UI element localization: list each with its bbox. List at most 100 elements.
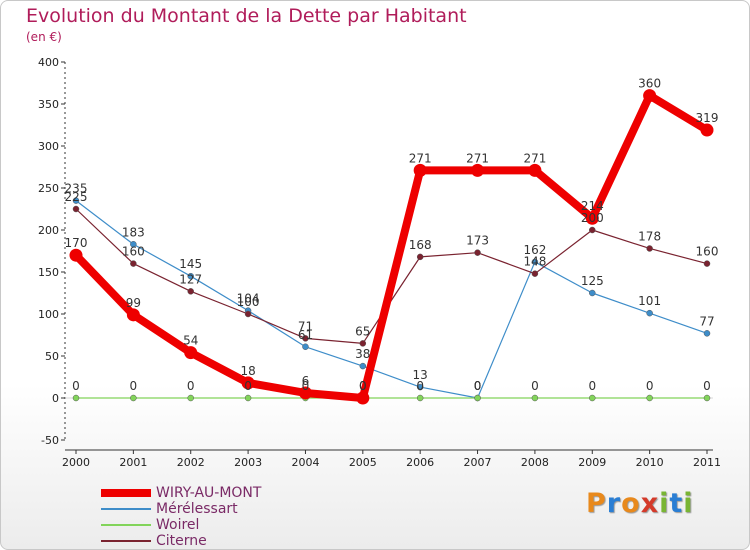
data-label: 0 — [416, 379, 424, 393]
data-label: 319 — [696, 111, 719, 125]
data-label: 100 — [237, 295, 260, 309]
data-label: 18 — [240, 364, 255, 378]
legend-swatch — [101, 508, 151, 510]
legend-label: Citerne — [156, 533, 207, 549]
data-label: 162 — [523, 243, 546, 257]
data-label: 235 — [65, 182, 88, 196]
legend-label: Mérélessart — [156, 501, 238, 517]
data-point — [126, 308, 140, 322]
data-label: 61 — [298, 328, 313, 342]
legend-swatch — [101, 489, 151, 497]
x-tick-label: 2002 — [177, 456, 205, 469]
data-point — [531, 270, 539, 277]
data-label: 200 — [581, 211, 604, 225]
data-point — [589, 226, 596, 234]
y-tick-label: 0 — [52, 392, 59, 405]
x-tick-label: 2011 — [693, 456, 721, 469]
data-label: 271 — [409, 151, 432, 165]
data-label: 160 — [122, 245, 145, 259]
data-label: 160 — [696, 245, 719, 259]
data-point — [471, 163, 485, 177]
data-label: 13 — [413, 368, 428, 382]
data-label: 0 — [302, 379, 310, 393]
data-label: 168 — [409, 238, 432, 252]
x-tick-label: 2006 — [406, 456, 434, 469]
data-label: 148 — [523, 255, 546, 269]
data-label: 125 — [581, 274, 604, 288]
data-label: 104 — [237, 292, 260, 306]
data-point — [474, 394, 481, 402]
data-point — [356, 391, 370, 405]
data-label: 71 — [298, 319, 313, 333]
data-point — [413, 163, 427, 177]
x-tick-label: 2008 — [521, 456, 549, 469]
series-line — [72, 91, 711, 402]
data-point — [531, 394, 539, 402]
data-point — [359, 340, 367, 347]
data-point — [184, 346, 198, 360]
data-point — [416, 383, 424, 391]
data-point — [302, 343, 309, 351]
data-point — [130, 241, 137, 248]
data-label: 0 — [531, 379, 539, 393]
logo-letter: i — [659, 488, 670, 519]
series-line — [75, 200, 708, 399]
logo-letter: i — [683, 488, 694, 519]
data-label: 0 — [588, 379, 596, 393]
data-label: 0 — [130, 379, 138, 393]
proxiti-logo: Proxiti — [586, 488, 694, 519]
data-label: 0 — [359, 379, 367, 393]
chart-title: Evolution du Montant de la Dette par Hab… — [26, 5, 467, 27]
data-point — [302, 335, 309, 342]
data-point — [646, 245, 653, 252]
legend-swatch — [101, 540, 151, 542]
x-tick-label: 2003 — [234, 456, 262, 469]
data-point — [531, 258, 539, 266]
x-tick-label: 2000 — [62, 456, 90, 469]
y-tick-label: 50 — [45, 350, 59, 363]
data-point — [416, 394, 424, 402]
data-point — [589, 289, 596, 297]
data-point — [703, 394, 711, 402]
data-label: 173 — [466, 234, 489, 248]
data-label: 38 — [355, 347, 370, 361]
x-tick-label: 2004 — [291, 456, 319, 469]
y-tick-label: 200 — [38, 224, 59, 237]
data-point — [589, 394, 596, 402]
x-tick-label: 2010 — [636, 456, 664, 469]
x-tick-label: 2005 — [349, 456, 377, 469]
y-tick-label: 100 — [38, 308, 59, 321]
data-point — [646, 309, 653, 317]
data-label: 0 — [474, 379, 482, 393]
data-label: 225 — [65, 190, 88, 204]
data-point — [416, 253, 424, 261]
data-label: 214 — [581, 199, 604, 213]
data-point — [703, 330, 711, 337]
data-point — [643, 89, 657, 103]
data-point — [130, 394, 137, 402]
y-tick-label: -50 — [41, 434, 59, 447]
logo-letter: x — [640, 488, 660, 519]
data-point — [187, 272, 194, 280]
data-point — [72, 197, 80, 204]
data-label: 145 — [179, 257, 202, 271]
data-label: 99 — [126, 296, 141, 310]
data-label: 0 — [359, 379, 367, 393]
data-label: 0 — [646, 379, 654, 393]
data-point — [187, 288, 194, 295]
series-layer — [69, 89, 714, 405]
data-label: 0 — [187, 379, 195, 393]
data-point — [244, 394, 252, 402]
data-label: 271 — [523, 151, 546, 165]
data-label: 127 — [179, 272, 202, 286]
logo-letter: r — [606, 488, 622, 519]
data-point — [474, 249, 481, 256]
data-point — [585, 211, 599, 225]
chart-unit: (en €) — [26, 30, 62, 44]
data-point — [130, 260, 137, 267]
data-label: 0 — [244, 379, 252, 393]
y-tick-label: 350 — [38, 98, 59, 111]
data-label: 54 — [183, 334, 198, 348]
